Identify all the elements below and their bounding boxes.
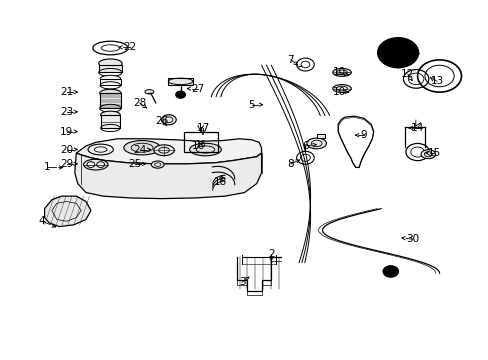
Polygon shape (44, 196, 91, 226)
Bar (183, 132, 217, 152)
Text: 28: 28 (133, 98, 146, 108)
Ellipse shape (161, 115, 176, 125)
Bar (100, 93, 121, 108)
Circle shape (377, 38, 418, 68)
Text: 14: 14 (410, 123, 424, 133)
Ellipse shape (145, 90, 154, 94)
Bar (168, 78, 192, 85)
Ellipse shape (189, 143, 221, 156)
Ellipse shape (420, 150, 435, 159)
Text: 8: 8 (287, 159, 294, 169)
Text: 16: 16 (195, 140, 205, 149)
Ellipse shape (151, 161, 163, 168)
Text: 29: 29 (60, 159, 73, 169)
Ellipse shape (332, 85, 350, 93)
Circle shape (382, 266, 398, 277)
Bar (99, 64, 122, 72)
Ellipse shape (332, 68, 350, 76)
Text: 7: 7 (287, 55, 294, 65)
Text: 10: 10 (332, 87, 346, 97)
Text: 12: 12 (401, 69, 414, 79)
Text: 26: 26 (155, 116, 168, 126)
Text: 17: 17 (196, 123, 209, 133)
Text: 15: 15 (427, 148, 440, 158)
Ellipse shape (99, 59, 122, 68)
Text: 1: 1 (43, 162, 50, 172)
Text: 11: 11 (381, 42, 394, 52)
Text: 6: 6 (302, 141, 308, 151)
Text: 10: 10 (332, 67, 346, 77)
Text: 13: 13 (429, 76, 443, 86)
Text: 30: 30 (406, 234, 418, 244)
Text: 25: 25 (128, 159, 141, 169)
Text: 2: 2 (267, 248, 274, 258)
Text: 27: 27 (191, 84, 204, 94)
Text: 20: 20 (60, 144, 73, 154)
Text: 4: 4 (39, 216, 45, 226)
Text: 5: 5 (248, 100, 255, 110)
Text: 22: 22 (123, 42, 136, 52)
Ellipse shape (154, 145, 174, 156)
Ellipse shape (87, 162, 95, 167)
Text: 18: 18 (213, 177, 226, 187)
Ellipse shape (97, 162, 104, 167)
Text: 3: 3 (238, 277, 245, 287)
Ellipse shape (100, 89, 121, 97)
Bar (316, 134, 325, 138)
Ellipse shape (100, 75, 121, 82)
Polygon shape (75, 153, 261, 199)
Bar (100, 79, 121, 85)
Ellipse shape (306, 138, 326, 149)
Text: 21: 21 (60, 87, 73, 97)
Bar (101, 115, 120, 128)
Text: 16: 16 (191, 141, 204, 151)
Text: 19: 19 (60, 127, 73, 136)
Ellipse shape (123, 140, 160, 155)
Ellipse shape (101, 111, 120, 118)
Circle shape (175, 91, 185, 98)
Polygon shape (76, 139, 261, 164)
Text: 24: 24 (133, 144, 146, 154)
Text: 23: 23 (60, 107, 73, 117)
Text: 9: 9 (360, 130, 366, 140)
